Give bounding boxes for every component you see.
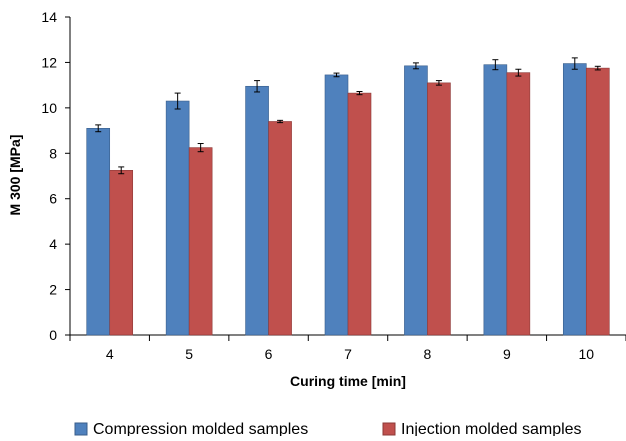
y-tick-label: 2 <box>49 282 57 298</box>
bar-injection <box>188 147 213 336</box>
y-tick-label: 6 <box>49 191 57 207</box>
bar-injection <box>506 72 531 336</box>
x-tick-label: 4 <box>106 346 114 362</box>
x-tick-label: 10 <box>578 346 594 362</box>
x-tick-label: 7 <box>344 346 352 362</box>
x-tick-label: 6 <box>265 346 273 362</box>
y-tick-label: 10 <box>41 100 57 116</box>
legend-label-compression: Compression molded samples <box>93 421 308 436</box>
bar-injection <box>347 92 372 336</box>
bars <box>86 63 610 336</box>
bar-compression <box>245 85 269 336</box>
bar-compression <box>165 100 190 336</box>
x-tick-label: 9 <box>503 346 511 362</box>
legend: Compression molded samples Injection mol… <box>74 421 582 438</box>
bar-compression <box>324 74 349 336</box>
legend-item-injection: Injection molded samples <box>382 421 582 438</box>
bar-injection <box>109 170 134 336</box>
legend-swatch-injection <box>382 422 396 436</box>
tick-labels: 0 2 4 6 8 10 12 14 4 5 6 7 8 9 10 <box>41 9 594 362</box>
legend-label-injection: Injection molded samples <box>401 421 582 436</box>
x-tick-label: 5 <box>185 346 193 362</box>
x-tick-label: 8 <box>424 346 432 362</box>
bar-injection <box>427 82 451 336</box>
y-tick-label: 14 <box>41 9 57 25</box>
x-axis-title: Curing time [min] <box>290 373 406 389</box>
axes <box>65 16 626 341</box>
y-axis-title: M 300 [MPa] <box>7 135 23 216</box>
y-tick-label: 12 <box>41 54 57 70</box>
legend-item-compression: Compression molded samples <box>74 421 308 438</box>
bar-injection <box>585 67 610 336</box>
y-tick-label: 8 <box>49 145 57 161</box>
bar-compression <box>404 65 428 336</box>
y-tick-label: 4 <box>49 236 57 252</box>
y-tick-label: 0 <box>49 327 57 343</box>
bar-injection <box>268 121 292 336</box>
bar-compression <box>483 64 508 336</box>
legend-swatch-compression <box>74 422 88 436</box>
error-bars <box>95 57 601 175</box>
bar-compression <box>86 128 111 336</box>
bar-compression <box>562 63 587 336</box>
